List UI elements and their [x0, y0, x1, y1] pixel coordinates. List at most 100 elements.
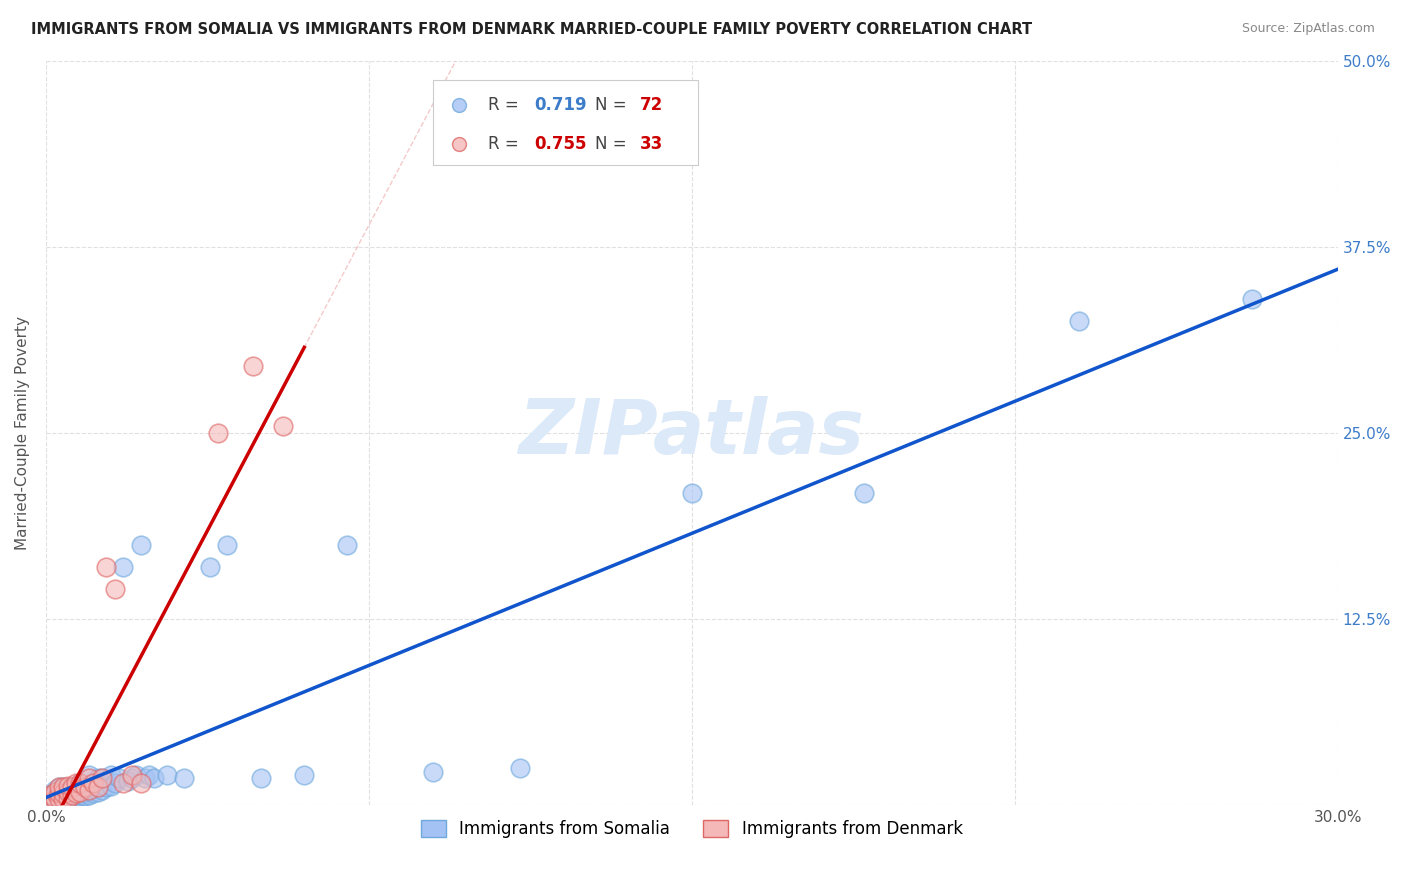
- Point: [73, 780, 96, 794]
- Point: [60, 786, 83, 800]
- Point: [52, 784, 75, 798]
- Point: [69, 784, 91, 798]
- Point: [52, 793, 75, 807]
- Point: [91, 771, 114, 785]
- Point: [65, 784, 87, 798]
- Point: [112, 775, 135, 789]
- Point: [39, 795, 62, 809]
- Point: [69, 790, 91, 805]
- Point: [138, 768, 160, 782]
- Point: [77, 788, 100, 802]
- Point: [60, 792, 83, 806]
- Point: [134, 771, 156, 785]
- Point: [77, 771, 100, 785]
- Point: [56, 788, 79, 802]
- Point: [292, 768, 315, 782]
- Point: [112, 560, 135, 574]
- Point: [91, 783, 114, 797]
- Point: [44, 783, 66, 797]
- Point: [73, 789, 96, 803]
- Point: [96, 560, 118, 574]
- Text: 33: 33: [640, 136, 664, 153]
- Point: [52, 788, 75, 802]
- Point: [121, 768, 143, 782]
- Point: [56, 784, 79, 798]
- Point: [48, 788, 70, 802]
- Point: [104, 775, 127, 789]
- Point: [215, 538, 238, 552]
- Point: [48, 780, 70, 794]
- Point: [336, 538, 359, 552]
- Point: [48, 792, 70, 806]
- Point: [100, 779, 122, 793]
- Point: [65, 786, 87, 800]
- Text: R =: R =: [488, 136, 523, 153]
- Point: [44, 790, 66, 805]
- Point: [52, 786, 75, 800]
- Point: [65, 789, 87, 803]
- Text: N =: N =: [595, 136, 631, 153]
- Point: [69, 775, 91, 789]
- Point: [422, 765, 444, 780]
- Point: [44, 786, 66, 800]
- Point: [48, 780, 70, 794]
- Point: [207, 426, 229, 441]
- Point: [44, 792, 66, 806]
- Point: [853, 485, 876, 500]
- Point: [48, 786, 70, 800]
- Point: [65, 792, 87, 806]
- Text: Source: ZipAtlas.com: Source: ZipAtlas.com: [1241, 22, 1375, 36]
- Text: 72: 72: [640, 96, 664, 114]
- Text: N =: N =: [595, 96, 631, 114]
- Point: [250, 771, 273, 785]
- Point: [48, 792, 70, 806]
- Point: [242, 359, 264, 373]
- Point: [82, 775, 104, 789]
- Text: R =: R =: [488, 96, 523, 114]
- Point: [39, 793, 62, 807]
- Point: [60, 788, 83, 802]
- Point: [100, 768, 122, 782]
- Legend: Immigrants from Somalia, Immigrants from Denmark: Immigrants from Somalia, Immigrants from…: [415, 814, 970, 845]
- Point: [69, 775, 91, 789]
- Y-axis label: Married-Couple Family Poverty: Married-Couple Family Poverty: [15, 316, 30, 550]
- Point: [39, 792, 62, 806]
- Point: [56, 792, 79, 806]
- Point: [1240, 292, 1263, 306]
- Point: [52, 790, 75, 805]
- Point: [52, 780, 75, 794]
- Point: [39, 788, 62, 802]
- Point: [86, 771, 108, 785]
- Point: [271, 418, 294, 433]
- Point: [509, 761, 531, 775]
- Point: [56, 784, 79, 798]
- Point: [77, 783, 100, 797]
- Point: [77, 768, 100, 782]
- Point: [82, 775, 104, 789]
- Point: [82, 786, 104, 800]
- FancyBboxPatch shape: [433, 79, 699, 165]
- Point: [69, 788, 91, 802]
- Point: [142, 771, 165, 785]
- Point: [117, 774, 139, 789]
- Point: [65, 779, 87, 793]
- Point: [96, 780, 118, 794]
- Point: [121, 771, 143, 785]
- Point: [69, 783, 91, 797]
- Point: [56, 780, 79, 794]
- Point: [198, 560, 221, 574]
- Point: [60, 780, 83, 794]
- Text: 0.719: 0.719: [534, 96, 586, 114]
- Point: [155, 768, 177, 782]
- Point: [108, 771, 131, 785]
- Point: [173, 771, 195, 785]
- Point: [60, 780, 83, 794]
- Point: [681, 485, 703, 500]
- Point: [44, 793, 66, 807]
- Point: [56, 790, 79, 805]
- Text: ZIPatlas: ZIPatlas: [519, 396, 865, 470]
- Text: 0.755: 0.755: [534, 136, 586, 153]
- Point: [73, 784, 96, 798]
- Point: [65, 775, 87, 789]
- Point: [56, 793, 79, 807]
